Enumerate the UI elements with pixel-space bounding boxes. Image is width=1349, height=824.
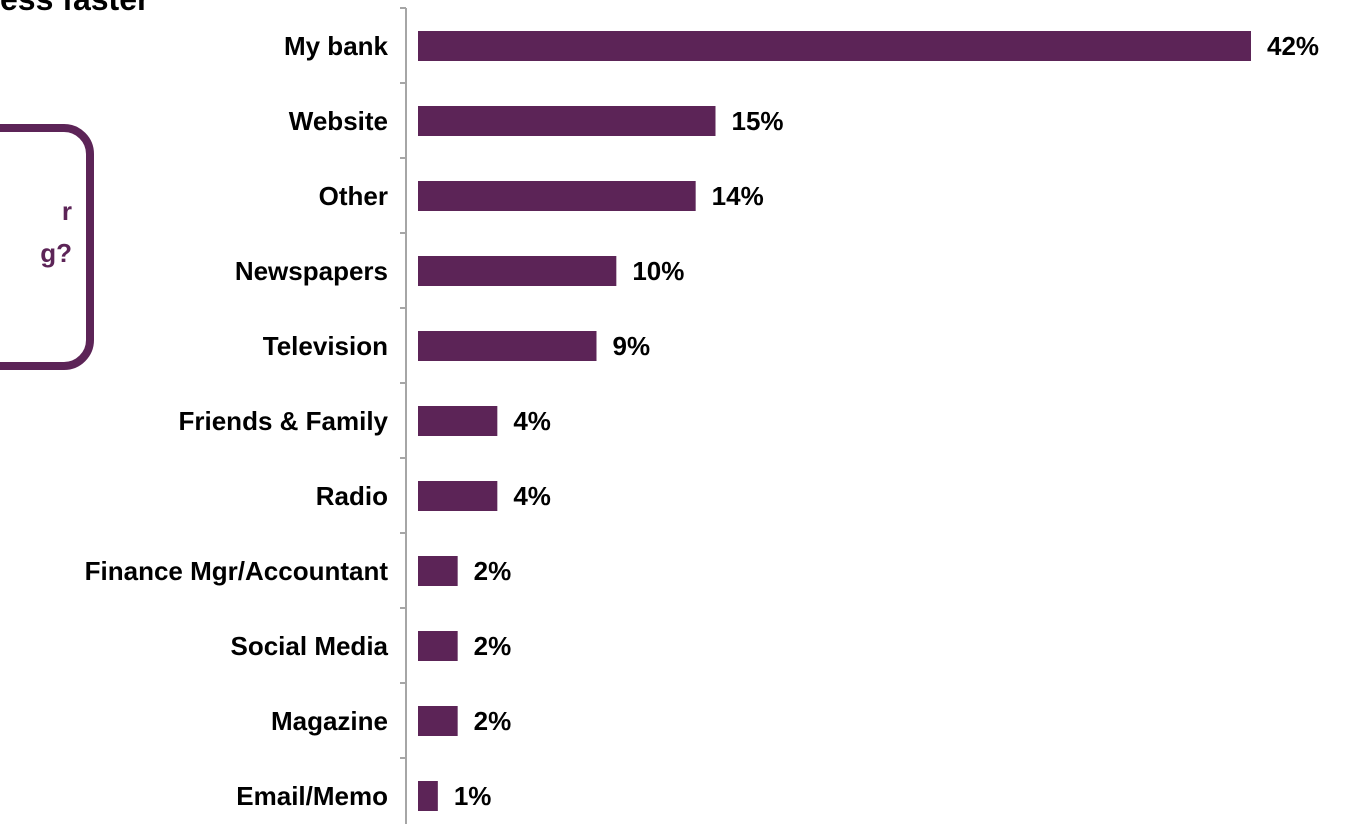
value-label: 14% (712, 181, 764, 211)
category-labels: My bank Website Other Newspapers Television F… (85, 31, 389, 811)
bar (418, 706, 458, 736)
category-label: My bank (284, 31, 389, 61)
value-labels: 42% 15% 14% 10% 9% 4% 4% 2% 2% 2% 1% (454, 31, 1319, 811)
category-label: Radio (316, 481, 388, 511)
bar (418, 256, 617, 286)
bar (418, 331, 597, 361)
category-label: Social Media (231, 631, 389, 661)
category-label: Newspapers (235, 256, 388, 286)
value-label: 42% (1267, 31, 1319, 61)
category-label: Other (319, 181, 388, 211)
bars (418, 31, 1251, 811)
bar (418, 106, 716, 136)
category-label: Finance Mgr/Accountant (85, 556, 389, 586)
category-label: Magazine (271, 706, 388, 736)
axis-ticks (400, 7, 406, 759)
bar (418, 556, 458, 586)
value-label: 4% (513, 481, 551, 511)
callout-text-line-1: r (61, 196, 72, 226)
value-label: 2% (474, 631, 512, 661)
bar (418, 631, 458, 661)
category-label: Email/Memo (236, 781, 388, 811)
callout-box: r g? (0, 124, 94, 370)
bar (418, 181, 696, 211)
bar (418, 481, 498, 511)
value-label: 4% (513, 406, 551, 436)
category-label: Television (263, 331, 388, 361)
category-label: Friends & Family (179, 406, 389, 436)
value-label: 9% (613, 331, 651, 361)
page-title: ess faster (0, 0, 149, 15)
bar (418, 781, 438, 811)
value-label: 1% (454, 781, 492, 811)
bar (418, 406, 498, 436)
value-label: 15% (732, 106, 784, 136)
category-label: Website (289, 106, 388, 136)
value-label: 2% (474, 706, 512, 736)
bar (418, 31, 1251, 61)
value-label: 2% (474, 556, 512, 586)
value-label: 10% (632, 256, 684, 286)
callout-text-line-2: g? (40, 238, 72, 268)
